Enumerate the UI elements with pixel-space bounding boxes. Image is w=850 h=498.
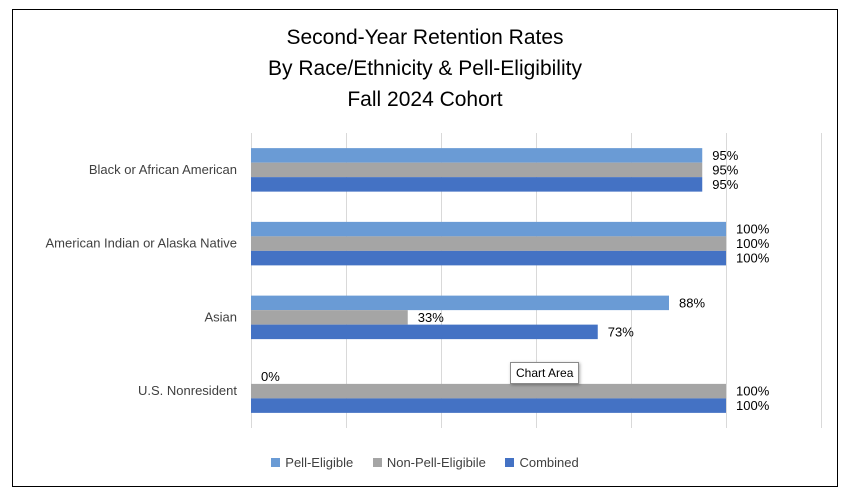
data-label: 95% xyxy=(712,177,738,192)
bar xyxy=(251,177,703,192)
legend-swatch xyxy=(372,458,382,467)
legend-item-pell-eligible[interactable]: Pell-Eligible xyxy=(271,455,353,470)
data-label: 0% xyxy=(261,369,280,384)
chart-title-line-3: Fall 2024 Cohort xyxy=(347,88,503,111)
category-label: Asian xyxy=(204,309,237,324)
legend-item-non-pell-eligible[interactable]: Non-Pell-Eligibile xyxy=(372,455,486,470)
legend-swatch xyxy=(271,458,281,467)
bar xyxy=(251,398,726,413)
data-label: 95% xyxy=(712,162,738,177)
data-label: 100% xyxy=(736,222,770,237)
bar xyxy=(251,221,726,237)
legend: Pell-Eligible Non-Pell-Eligibile Combine… xyxy=(0,455,850,470)
legend-label: Non-Pell-Eligibile xyxy=(386,455,486,470)
data-label: 95% xyxy=(712,148,738,163)
bar xyxy=(251,295,669,311)
bar xyxy=(251,162,703,178)
data-label: 100% xyxy=(736,236,770,251)
legend-label: Pell-Eligible xyxy=(285,455,354,470)
chart-area-tooltip: Chart Area xyxy=(510,362,580,384)
legend-swatch xyxy=(505,458,515,467)
legend-label: Combined xyxy=(519,455,579,470)
data-label: 73% xyxy=(608,324,634,339)
bar xyxy=(251,236,726,251)
data-label: 100% xyxy=(736,384,770,399)
category-label: American Indian or Alaska Native xyxy=(46,236,237,251)
bar xyxy=(251,250,726,266)
bar xyxy=(251,383,726,399)
bar xyxy=(251,310,408,325)
chart-title-line-2: By Race/Ethnicity & Pell-Eligibility xyxy=(268,57,582,80)
data-label: 100% xyxy=(736,398,770,413)
data-label: 88% xyxy=(679,295,705,310)
bar xyxy=(251,324,598,340)
category-label: Black or African American xyxy=(89,162,237,177)
category-label: U.S. Nonresident xyxy=(138,383,237,398)
legend-item-combined[interactable]: Combined xyxy=(505,455,579,470)
bar xyxy=(251,148,703,163)
data-label: 33% xyxy=(418,310,444,325)
chart-title-line-1: Second-Year Retention Rates xyxy=(286,26,564,49)
data-label: 100% xyxy=(736,251,770,266)
